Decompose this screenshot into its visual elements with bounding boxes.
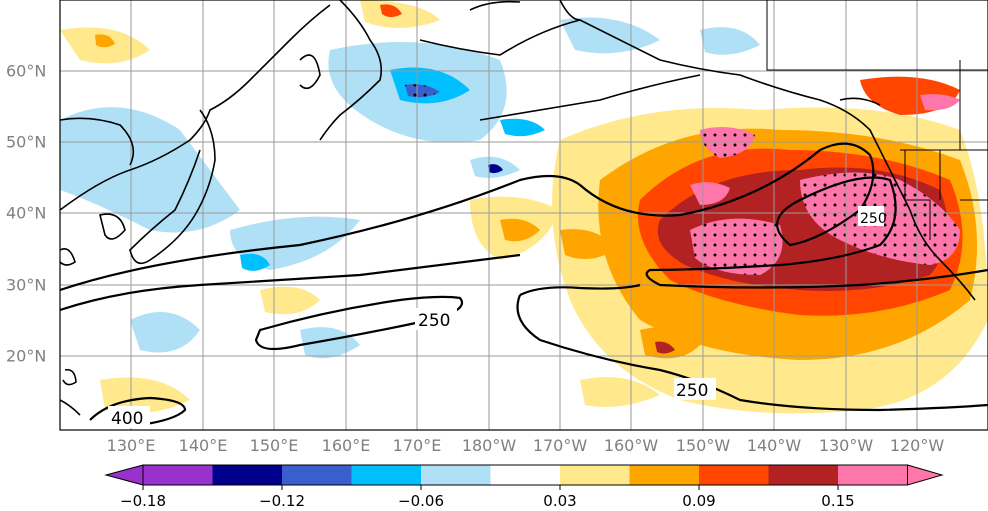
colorbar-segment [560, 465, 630, 485]
colorbar [104, 464, 944, 490]
colorbar-segment [699, 465, 769, 485]
latitude-label: 60°N [6, 61, 47, 81]
latitude-label: 40°N [6, 203, 47, 223]
colorbar-outline [142, 464, 908, 486]
longitude-label: 120°W [889, 436, 945, 455]
colorbar-segment [490, 465, 560, 485]
longitude-label: 160°W [603, 436, 659, 455]
latitude-label: 50°N [6, 132, 47, 152]
colorbar-segment [838, 465, 908, 485]
colorbar-extend-low [104, 464, 144, 486]
longitude-label: 160°E [321, 436, 371, 455]
colorbar-segment [421, 465, 491, 485]
longitude-label: 140°W [746, 436, 802, 455]
colorbar-tick-label: 0.15 [821, 492, 855, 510]
contour-label: 250 [860, 211, 887, 227]
longitude-label: 130°E [106, 436, 156, 455]
coastlines [60, 0, 976, 416]
plot-frame [59, 0, 988, 431]
colorbar-segment [212, 465, 282, 485]
colorbar-tick-label: −0.18 [120, 492, 166, 510]
longitude-label: 170°E [392, 436, 442, 455]
colorbar-tick-label: −0.06 [398, 492, 444, 510]
longitude-label: 150°E [249, 436, 299, 455]
longitude-label: 140°E [178, 436, 228, 455]
contour-label: 250 [676, 381, 708, 401]
latitude-label: 30°N [6, 275, 47, 295]
map-plot-area [60, 0, 988, 430]
colorbar-tick-label: −0.12 [259, 492, 305, 510]
gridlines [60, 0, 988, 430]
contour-lines [60, 142, 988, 427]
colorbar-tick-label: 0.09 [682, 492, 716, 510]
colorbar-segment [768, 465, 838, 485]
colorbar-segment [629, 465, 699, 485]
longitude-label: 180°W [461, 436, 517, 455]
longitude-label: 150°W [675, 436, 731, 455]
political-borders [766, 0, 988, 240]
colorbar-tick-label: 0.03 [543, 492, 577, 510]
contour-label-group: 250 250 400 250 [108, 206, 887, 429]
longitude-label: 170°W [532, 436, 588, 455]
negative-anomaly-shading [60, 17, 760, 359]
contour-label: 400 [111, 409, 143, 429]
colorbar-segment [351, 465, 421, 485]
longitude-label: 130°W [818, 436, 874, 455]
colorbar-segment [143, 465, 213, 485]
latitude-label: 20°N [6, 346, 47, 366]
colorbar-extend-high [907, 464, 944, 486]
contour-label: 250 [418, 311, 450, 331]
colorbar-segment [282, 465, 352, 485]
